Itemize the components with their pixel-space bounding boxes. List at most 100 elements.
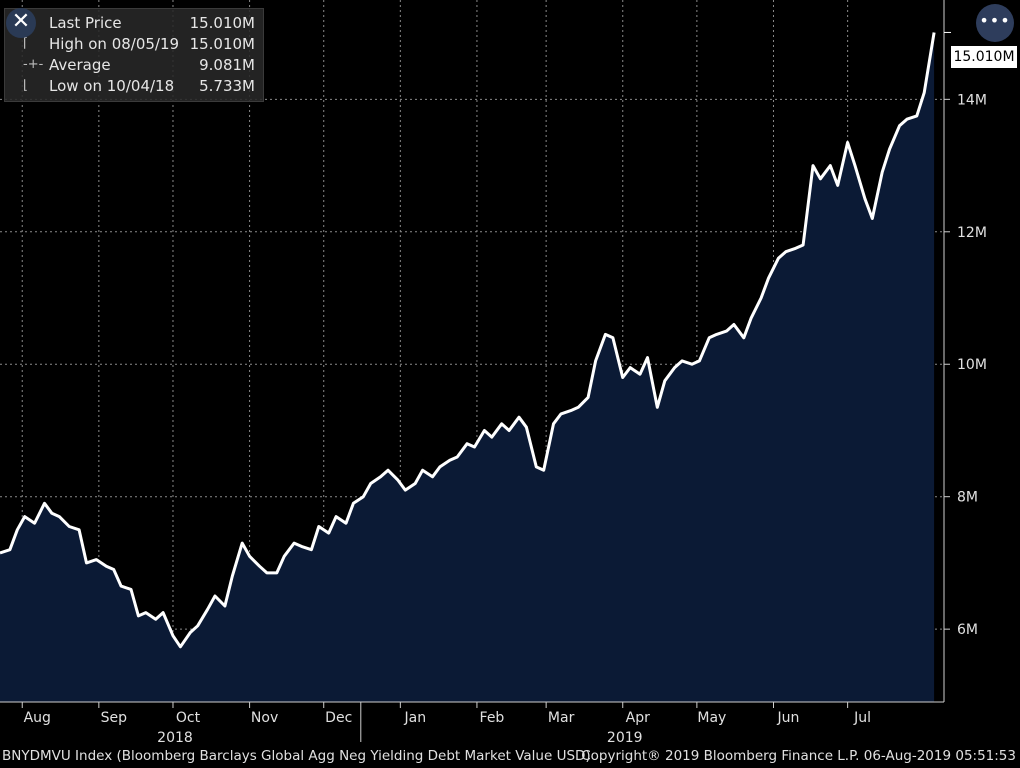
data-point: [43, 502, 45, 504]
data-point: [293, 542, 295, 544]
data-point: [241, 542, 243, 544]
legend-panel: Last Price 15.010M ⌈ High on 08/05/19 15…: [4, 8, 264, 102]
security-description: BNYDMVU Index (Bloomberg Barclays Global…: [2, 748, 591, 764]
x-tick-label: Sep: [101, 710, 128, 726]
legend-value: 9.081M: [199, 56, 255, 74]
y-tick-label: 10M: [957, 357, 987, 373]
data-point: [691, 363, 693, 365]
data-point: [594, 360, 596, 362]
x-tick-label: Apr: [626, 710, 650, 726]
data-point: [846, 141, 848, 143]
data-point: [231, 575, 233, 577]
average-marker-icon: -+-: [23, 57, 44, 72]
data-point: [439, 466, 441, 468]
data-point: [767, 277, 769, 279]
copyright-text: Copyright® 2019 Bloomberg Finance L.P. 0…: [581, 748, 1016, 764]
data-point: [604, 333, 606, 335]
data-point: [681, 360, 683, 362]
data-point: [206, 608, 208, 610]
x-tick-label: Feb: [480, 710, 505, 726]
data-point: [854, 164, 856, 166]
data-point: [414, 482, 416, 484]
data-point: [318, 525, 320, 527]
data-point: [715, 333, 717, 335]
price-area-fill: [0, 32, 935, 702]
data-point: [656, 406, 658, 408]
footer: BNYDMVU Index (Bloomberg Barclays Global…: [2, 748, 1016, 766]
data-point: [743, 337, 745, 339]
legend-row-low: ⌊ Low on 10/04/18 5.733M: [19, 76, 255, 96]
data-point: [898, 125, 900, 127]
x-tick-label: Oct: [176, 710, 201, 726]
data-point: [387, 469, 389, 471]
data-point: [760, 297, 762, 299]
data-point: [518, 416, 520, 418]
legend-value: 5.733M: [199, 77, 255, 95]
data-point: [622, 376, 624, 378]
data-point: [105, 565, 107, 567]
data-point: [750, 317, 752, 319]
data-point: [881, 171, 883, 173]
data-point: [923, 92, 925, 94]
data-point: [837, 184, 839, 186]
data-point: [785, 250, 787, 252]
data-point: [560, 413, 562, 415]
close-icon[interactable]: ✕: [6, 8, 36, 38]
data-point: [577, 406, 579, 408]
data-point: [214, 595, 216, 597]
data-point: [508, 429, 510, 431]
last-price-label: 15.010M: [951, 46, 1017, 68]
data-point: [906, 118, 908, 120]
data-point: [145, 611, 147, 613]
data-point: [812, 164, 814, 166]
data-point: [345, 522, 347, 524]
data-point: [258, 565, 260, 567]
data-point: [369, 482, 371, 484]
data-point: [535, 466, 537, 468]
data-point: [24, 515, 26, 517]
data-point: [933, 31, 935, 33]
data-point: [629, 366, 631, 368]
x-tick-label: Jun: [777, 710, 800, 726]
data-point: [196, 625, 198, 627]
data-point: [888, 148, 890, 150]
more-options-icon[interactable]: •••: [976, 4, 1014, 42]
data-point: [352, 502, 354, 504]
data-point: [646, 356, 648, 358]
legend-value: 15.010M: [189, 14, 255, 32]
data-point: [664, 380, 666, 382]
data-point: [162, 611, 164, 613]
year-label: 2019: [607, 730, 643, 746]
x-tick-label: Jan: [404, 710, 427, 726]
legend-label: Last Price: [49, 14, 122, 32]
data-point: [483, 429, 485, 431]
y-tick-label: 12M: [957, 225, 987, 241]
low-marker-icon: ⌊: [23, 78, 29, 93]
data-point: [78, 529, 80, 531]
data-point: [300, 545, 302, 547]
legend-row-high: ⌈ High on 08/05/19 15.010M: [19, 34, 255, 54]
data-point: [51, 512, 53, 514]
high-marker-icon: ⌈: [23, 36, 29, 51]
data-point: [449, 459, 451, 461]
data-point: [916, 115, 918, 117]
data-point: [819, 178, 821, 180]
data-point: [248, 555, 250, 557]
legend-value: 15.010M: [189, 35, 255, 53]
data-point: [570, 409, 572, 411]
data-point: [33, 522, 35, 524]
data-point: [466, 443, 468, 445]
data-point: [500, 423, 502, 425]
data-point: [587, 396, 589, 398]
data-point: [310, 548, 312, 550]
legend-label: Average: [49, 56, 111, 74]
data-point: [525, 426, 527, 428]
data-point: [829, 164, 831, 166]
data-point: [404, 489, 406, 491]
data-point: [120, 585, 122, 587]
x-tick-label: Aug: [24, 710, 51, 726]
data-point: [95, 558, 97, 560]
y-tick-label: 8M: [957, 490, 978, 506]
data-point: [266, 572, 268, 574]
